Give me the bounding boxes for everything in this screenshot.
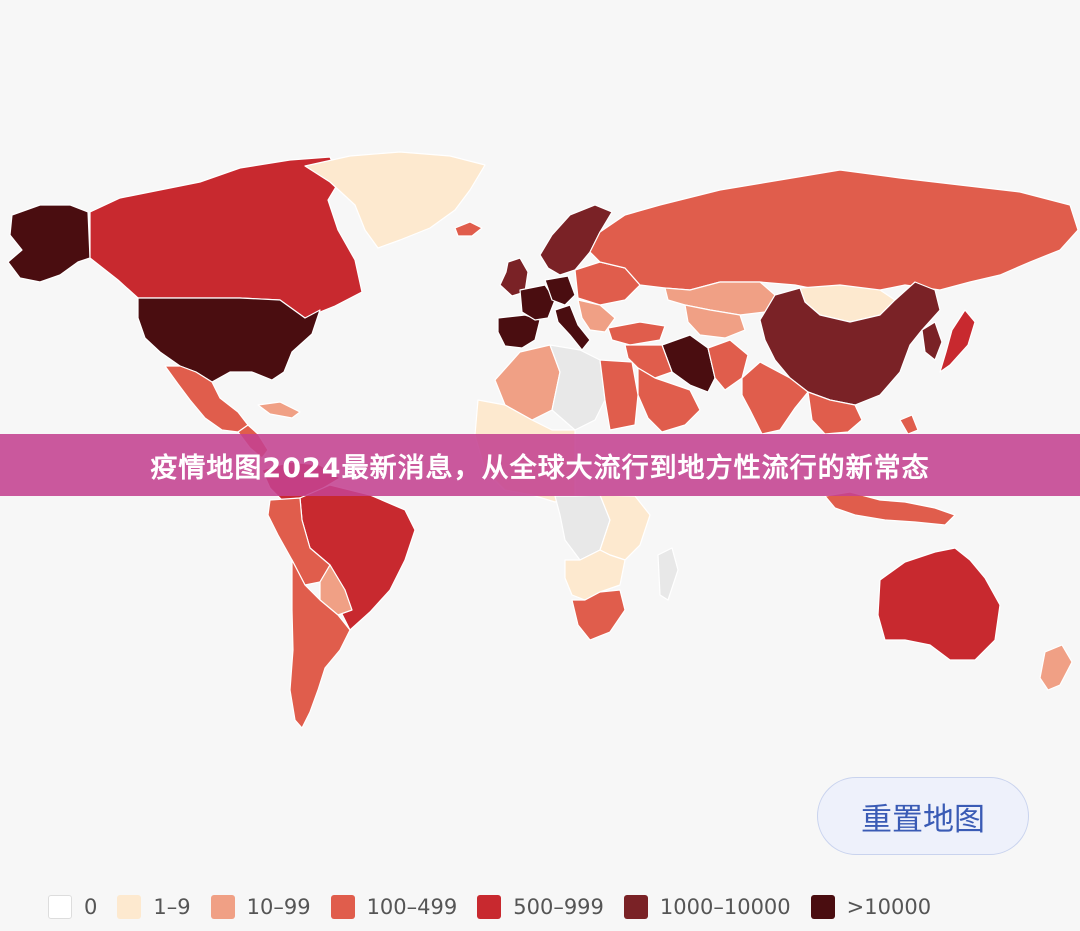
region-italy[interactable] <box>554 304 591 351</box>
region-turkey[interactable] <box>607 321 666 346</box>
region-greenland[interactable] <box>304 151 486 249</box>
legend-swatch <box>810 895 835 919</box>
region-south-africa[interactable] <box>571 589 626 641</box>
region-canada[interactable] <box>89 156 363 319</box>
region-usa[interactable] <box>137 297 321 383</box>
region-southeast-asia[interactable] <box>807 391 863 435</box>
legend-swatch <box>623 895 648 919</box>
region-new-zealand[interactable] <box>1039 644 1073 691</box>
legend-swatch <box>330 895 355 919</box>
region-germany[interactable] <box>544 275 576 306</box>
region-argentina-chile[interactable] <box>289 559 351 729</box>
legend-item-100-499[interactable]: 100–499 <box>330 895 458 919</box>
legend-swatch <box>48 895 72 919</box>
region-madagascar[interactable] <box>657 547 679 601</box>
region-iran[interactable] <box>661 334 716 393</box>
region-australia[interactable] <box>877 547 1001 661</box>
region-southern-africa[interactable] <box>564 549 626 601</box>
region-east-africa[interactable] <box>599 494 651 561</box>
legend-swatch <box>477 895 502 919</box>
legend-item-500-999[interactable]: 500–999 <box>477 895 604 919</box>
legend-label: 500–999 <box>513 895 604 919</box>
legend-label: 1000–10000 <box>659 895 791 919</box>
legend-item-1-9[interactable]: 1–9 <box>117 895 191 919</box>
legend-label: 1–9 <box>153 895 191 919</box>
region-alaska[interactable] <box>7 204 91 283</box>
region-korea[interactable] <box>921 321 943 361</box>
region-sahara-north[interactable] <box>549 344 606 431</box>
reset-map-button[interactable]: 重置地图 <box>817 777 1029 855</box>
world-map-svg <box>7 151 1079 729</box>
legend-label: 100–499 <box>366 895 458 919</box>
title-banner: 疫情地图2024最新消息，从全球大流行到地方性流行的新常态 <box>0 434 1080 496</box>
region-egypt[interactable] <box>599 359 639 431</box>
region-indonesia[interactable] <box>824 491 956 526</box>
legend-label: 10–99 <box>246 895 311 919</box>
region-uk-ireland[interactable] <box>499 257 529 297</box>
legend-swatch <box>117 895 142 919</box>
region-balkans[interactable] <box>577 299 616 333</box>
region-japan[interactable] <box>939 309 976 373</box>
region-india[interactable] <box>741 361 809 435</box>
region-iberia[interactable] <box>497 314 541 349</box>
region-russia[interactable] <box>589 169 1079 293</box>
region-iceland[interactable] <box>454 221 483 237</box>
legend-swatch <box>210 895 235 919</box>
legend-item-over-10000[interactable]: >10000 <box>810 895 932 919</box>
legend-item-10-99[interactable]: 10–99 <box>210 895 311 919</box>
legend-label: >10000 <box>846 895 932 919</box>
region-arabia[interactable] <box>637 367 701 433</box>
legend-label: 0 <box>84 895 98 919</box>
world-map[interactable] <box>0 0 1080 860</box>
banner-title: 疫情地图2024最新消息，从全球大流行到地方性流行的新常态 <box>150 452 930 484</box>
legend: 0 1–9 10–99 100–499 500–999 1000–10000 >… <box>48 892 951 922</box>
region-caribbean[interactable] <box>257 401 301 419</box>
legend-item-1000-10000[interactable]: 1000–10000 <box>623 895 791 919</box>
region-france[interactable] <box>519 284 556 321</box>
region-philippines[interactable] <box>899 414 919 435</box>
region-central-asia[interactable] <box>684 304 746 339</box>
legend-item-0[interactable]: 0 <box>48 895 97 919</box>
